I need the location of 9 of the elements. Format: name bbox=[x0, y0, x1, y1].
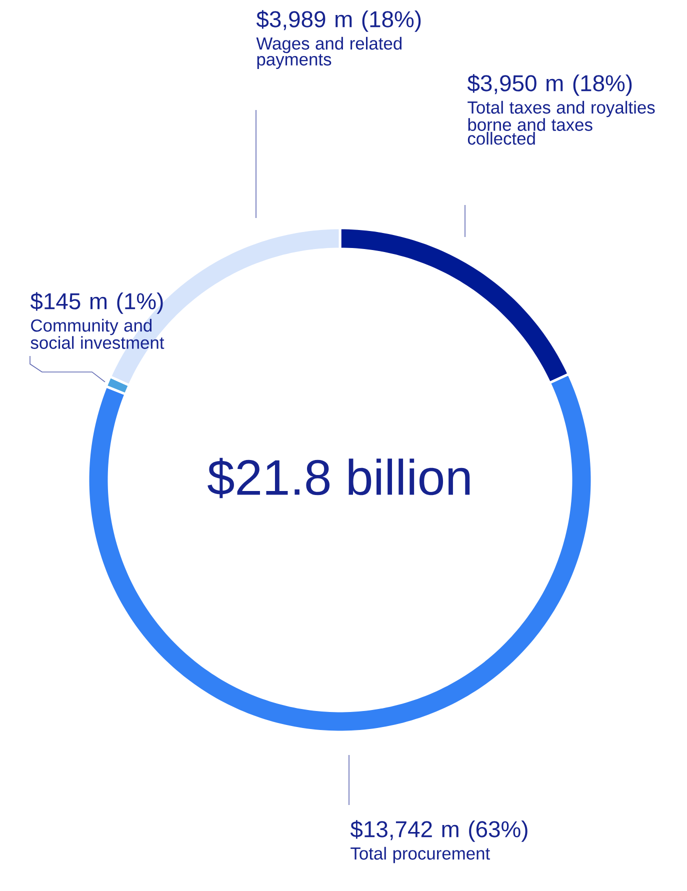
data-label: $3,989 m (18%) bbox=[256, 10, 421, 32]
text: $21.8 billion bbox=[208, 458, 470, 498]
slice-label: Community and social investment bbox=[30, 318, 164, 349]
slice-label: Total taxes and royalties borne and taxes collected bbox=[468, 100, 655, 145]
data-label: $145 m (1%) bbox=[30, 292, 163, 314]
slice-label: Wages and related payments bbox=[256, 36, 402, 70]
data-label: $13,742 m (63%) bbox=[350, 820, 528, 842]
slice-label: Total procurement bbox=[350, 846, 490, 864]
data-label: $3,950 m (18%) bbox=[467, 74, 632, 96]
